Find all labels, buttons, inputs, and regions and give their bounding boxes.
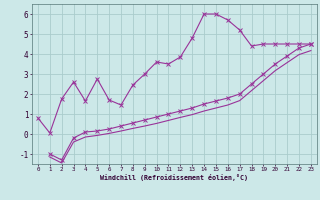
X-axis label: Windchill (Refroidissement éolien,°C): Windchill (Refroidissement éolien,°C) [100,174,248,181]
